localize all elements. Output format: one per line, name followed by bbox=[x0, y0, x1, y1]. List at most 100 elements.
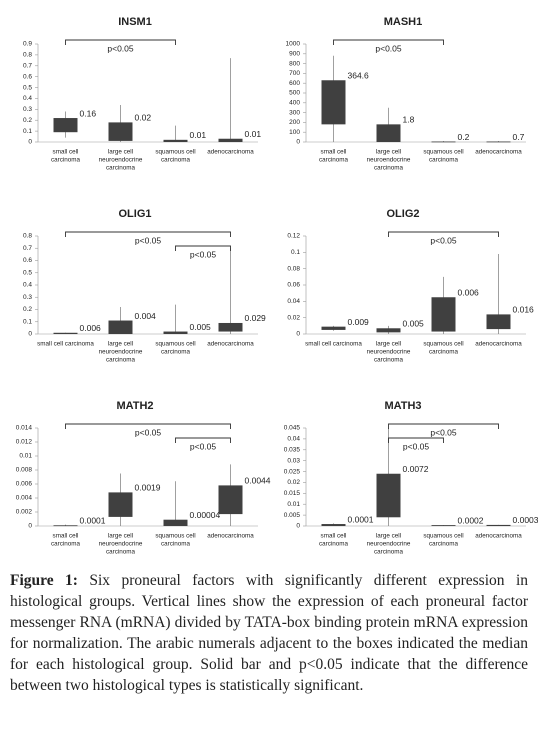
y-tick-label: 0.02 bbox=[287, 479, 300, 486]
y-tick-label: 0.01 bbox=[19, 453, 32, 460]
median-label: 0.005 bbox=[403, 319, 425, 329]
y-tick-label: 0.02 bbox=[287, 314, 300, 321]
y-tick-label: 0.3 bbox=[23, 294, 32, 301]
x-tick-label: adenocarcinoma bbox=[475, 341, 522, 348]
box bbox=[218, 485, 243, 515]
median-label: 0.029 bbox=[245, 313, 267, 323]
y-tick-label: 0.004 bbox=[16, 495, 33, 502]
y-tick-label: 0.045 bbox=[284, 425, 301, 432]
x-tick-label: carcinoma bbox=[429, 349, 459, 356]
y-tick-label: 0 bbox=[28, 139, 32, 146]
y-tick-label: 0.9 bbox=[23, 41, 32, 48]
caption-label: Figure 1: bbox=[10, 572, 78, 589]
y-tick-label: 0.4 bbox=[23, 95, 32, 102]
y-tick-label: 0.04 bbox=[287, 436, 300, 443]
chart-title: MATH2 bbox=[116, 400, 153, 412]
median-label: 0.006 bbox=[80, 323, 102, 333]
chart-title: INSM1 bbox=[118, 16, 152, 28]
box bbox=[376, 124, 401, 142]
y-tick-label: 100 bbox=[289, 129, 300, 136]
x-tick-label: neuroendocrine bbox=[367, 541, 411, 548]
x-tick-label: small cell bbox=[53, 149, 79, 156]
median-label: 0.004 bbox=[135, 311, 157, 321]
significance-label: p<0.05 bbox=[135, 235, 162, 245]
x-tick-label: large cell bbox=[376, 149, 401, 156]
median-label: 0.01 bbox=[190, 130, 207, 140]
significance-label: p<0.05 bbox=[430, 427, 457, 437]
chart-title: MASH1 bbox=[384, 16, 423, 28]
x-tick-label: small cell bbox=[321, 533, 347, 540]
box bbox=[218, 322, 243, 332]
y-tick-label: 0 bbox=[28, 331, 32, 338]
x-tick-label: large cell bbox=[376, 533, 401, 540]
x-tick-label: large cell bbox=[376, 341, 401, 348]
y-tick-label: 0.035 bbox=[284, 446, 301, 453]
box bbox=[108, 122, 133, 141]
y-tick-label: 0.8 bbox=[23, 52, 32, 59]
x-tick-label: carcinoma bbox=[374, 165, 404, 172]
y-tick-label: 0.002 bbox=[16, 509, 33, 516]
figure-caption: Figure 1: Six proneural factors with sig… bbox=[10, 570, 528, 696]
y-tick-label: 0.2 bbox=[23, 306, 32, 313]
y-tick-label: 900 bbox=[289, 51, 300, 58]
median-label: 0.0003 bbox=[513, 515, 538, 525]
y-tick-label: 200 bbox=[289, 119, 300, 126]
y-tick-label: 0.5 bbox=[23, 269, 32, 276]
y-tick-label: 0.015 bbox=[284, 490, 301, 497]
y-tick-label: 0 bbox=[28, 523, 32, 530]
x-tick-label: adenocarcinoma bbox=[475, 533, 522, 540]
y-tick-label: 0.5 bbox=[23, 84, 32, 91]
y-tick-label: 0.1 bbox=[23, 318, 32, 325]
y-tick-label: 700 bbox=[289, 70, 300, 77]
x-tick-label: small cell bbox=[321, 149, 347, 156]
chart-title: MATH3 bbox=[384, 400, 421, 412]
y-tick-label: 0.014 bbox=[16, 425, 33, 432]
y-tick-label: 0.12 bbox=[287, 233, 300, 240]
x-tick-label: small cell carcinoma bbox=[305, 341, 362, 348]
significance-label: p<0.05 bbox=[430, 235, 457, 245]
significance-label: p<0.05 bbox=[135, 427, 162, 437]
box bbox=[53, 332, 78, 334]
significance-label: p<0.05 bbox=[190, 441, 217, 451]
x-tick-label: small cell carcinoma bbox=[37, 341, 94, 348]
y-tick-label: 0.2 bbox=[23, 117, 32, 124]
y-tick-label: 0.08 bbox=[287, 265, 300, 272]
median-label: 0.01 bbox=[245, 129, 262, 139]
significance-label: p<0.05 bbox=[403, 441, 430, 451]
x-tick-label: large cell bbox=[108, 149, 133, 156]
significance-bracket bbox=[388, 423, 499, 429]
box bbox=[431, 141, 456, 143]
y-tick-label: 600 bbox=[289, 80, 300, 87]
x-tick-label: neuroendocrine bbox=[99, 157, 143, 164]
significance-label: p<0.05 bbox=[375, 43, 402, 53]
x-tick-label: small cell bbox=[53, 533, 79, 540]
x-tick-label: squamous cell bbox=[423, 149, 463, 156]
box bbox=[431, 297, 456, 332]
x-tick-label: large cell bbox=[108, 533, 133, 540]
median-label: 0.0002 bbox=[458, 515, 484, 525]
x-tick-label: neuroendocrine bbox=[367, 349, 411, 356]
median-label: 0.016 bbox=[513, 305, 535, 315]
y-tick-label: 0.3 bbox=[23, 106, 32, 113]
box bbox=[53, 525, 78, 527]
box bbox=[108, 492, 133, 517]
box bbox=[321, 524, 346, 526]
x-tick-label: squamous cell bbox=[155, 533, 195, 540]
x-tick-label: carcinoma bbox=[106, 549, 136, 556]
y-tick-label: 0 bbox=[296, 331, 300, 338]
x-tick-label: carcinoma bbox=[106, 165, 136, 172]
y-tick-label: 0.06 bbox=[287, 282, 300, 289]
y-tick-label: 0.008 bbox=[16, 467, 33, 474]
x-tick-label: carcinoma bbox=[51, 157, 81, 164]
median-label: 0.0019 bbox=[135, 483, 161, 493]
y-tick-label: 400 bbox=[289, 100, 300, 107]
significance-bracket bbox=[333, 39, 444, 45]
box bbox=[376, 473, 401, 518]
box bbox=[163, 139, 188, 142]
caption-text: Six proneural factors with significantly… bbox=[10, 572, 528, 694]
y-tick-label: 0.01 bbox=[287, 501, 300, 508]
box bbox=[321, 326, 346, 330]
box bbox=[163, 519, 188, 526]
x-tick-label: carcinoma bbox=[429, 541, 459, 548]
